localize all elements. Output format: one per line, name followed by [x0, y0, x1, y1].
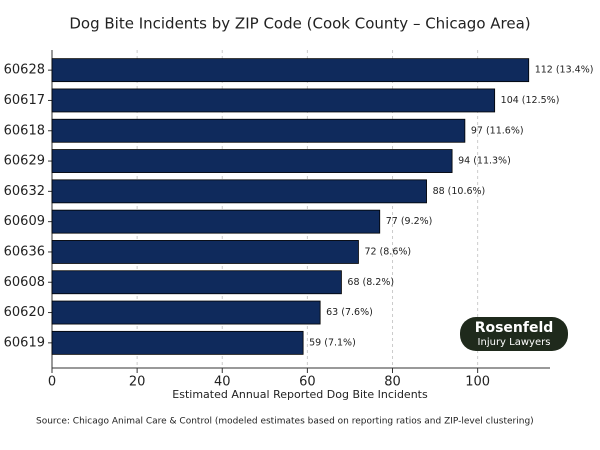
- bar: [51, 58, 530, 83]
- value-label: 68 (8.2%): [347, 277, 394, 288]
- y-tick-label: 60636: [4, 244, 45, 259]
- value-label: 94 (11.3%): [458, 156, 511, 167]
- value-label: 104 (12.5%): [501, 95, 560, 106]
- value-label: 112 (13.4%): [535, 65, 594, 76]
- value-label: 63 (7.6%): [326, 307, 373, 318]
- bar: [51, 88, 496, 113]
- bar: [51, 118, 466, 143]
- value-label: 88 (10.6%): [433, 186, 486, 197]
- y-tick-label: 60632: [4, 184, 45, 199]
- bar: [51, 179, 427, 204]
- value-label: 59 (7.1%): [309, 337, 356, 348]
- bar: [51, 240, 359, 264]
- value-label: 72 (8.6%): [364, 246, 411, 257]
- value-label: 97 (11.6%): [471, 125, 524, 136]
- x-tick-label: 100: [465, 375, 490, 390]
- bar: [51, 149, 453, 173]
- logo-badge: [460, 317, 568, 351]
- x-tick-label: 20: [129, 375, 146, 390]
- y-tick-label: 60620: [4, 305, 45, 320]
- y-tick-label: 60609: [4, 214, 45, 229]
- x-tick-label: 40: [214, 375, 231, 390]
- x-tick-label: 0: [48, 375, 56, 390]
- bar: [51, 209, 381, 234]
- y-tick-label: 60608: [4, 275, 45, 290]
- bar: [51, 330, 304, 355]
- value-label: 77 (9.2%): [386, 216, 433, 227]
- logo: Rosenfeld Injury Lawyers: [460, 317, 568, 351]
- source-note: Source: Chicago Animal Care & Control (m…: [36, 417, 534, 427]
- y-tick-label: 60629: [4, 154, 45, 169]
- logo-name: Rosenfeld: [475, 320, 554, 336]
- y-tick-label: 60628: [4, 63, 45, 78]
- bar: [51, 270, 342, 295]
- x-axis-label: Estimated Annual Reported Dog Bite Incid…: [172, 388, 428, 401]
- bar: [51, 300, 321, 325]
- y-tick-label: 60617: [4, 93, 45, 108]
- y-tick-label: 60619: [4, 335, 45, 350]
- x-tick-label: 60: [299, 375, 316, 390]
- logo-tagline: Injury Lawyers: [478, 337, 551, 348]
- x-tick-label: 80: [384, 375, 401, 390]
- chart-title: Dog Bite Incidents by ZIP Code (Cook Cou…: [69, 15, 530, 33]
- y-tick-label: 60618: [4, 123, 45, 138]
